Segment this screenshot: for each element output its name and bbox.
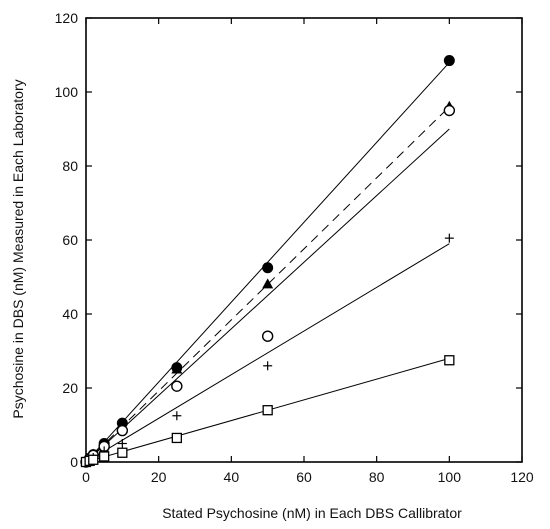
data-point-plus — [117, 439, 127, 448]
y-tick-label: 60 — [62, 232, 78, 248]
data-point-plus — [444, 233, 454, 243]
x-tick-label: 80 — [369, 469, 385, 485]
data-point-filled-circle — [262, 262, 274, 274]
axis-ticks: 0 20 40 60 80 100 120 0 20 40 60 80 100 120 — [55, 10, 534, 485]
plot-frame — [85, 17, 523, 463]
x-tick-label: 100 — [438, 469, 462, 485]
fit-line-plus — [85, 243, 450, 463]
y-tick-label: 0 — [70, 454, 78, 470]
fit-line-filled-triangle — [85, 106, 450, 463]
data-point-open-circle — [171, 380, 183, 392]
fit-line-filled-circle — [85, 62, 450, 463]
data-point-filled-circle — [443, 55, 455, 67]
data-point-open-square — [117, 447, 128, 458]
data-points — [80, 55, 456, 468]
data-point-open-square — [262, 405, 273, 416]
regression-lines — [85, 62, 450, 463]
y-tick-label: 40 — [62, 306, 78, 322]
data-point-open-circle — [261, 330, 274, 342]
data-point-open-square — [99, 451, 110, 462]
data-point-filled-triangle — [262, 278, 274, 289]
x-tick-label: 60 — [296, 469, 312, 485]
x-tick-label: 120 — [510, 469, 534, 485]
data-point-plus — [172, 411, 182, 421]
data-point-open-square — [171, 432, 182, 444]
y-axis-label: Psychosine in DBS (nM) Measured in Each … — [10, 79, 26, 418]
y-tick-label: 80 — [62, 158, 78, 174]
x-tick-label: 0 — [82, 469, 90, 485]
x-tick-label: 20 — [151, 469, 167, 485]
plot-border — [85, 17, 523, 463]
x-axis-label: Stated Psychosine (nM) in Each DBS Calli… — [162, 505, 462, 521]
data-point-open-circle — [116, 424, 129, 437]
data-point-open-square — [444, 355, 455, 366]
y-tick-label: 100 — [55, 84, 79, 100]
data-point-open-circle — [443, 104, 456, 117]
data-point-filled-triangle — [171, 363, 183, 374]
fit-line-open-circle — [85, 128, 450, 463]
y-tick-label: 120 — [55, 10, 79, 26]
x-tick-label: 40 — [224, 469, 240, 485]
y-tick-label: 20 — [62, 380, 78, 396]
data-point-plus — [263, 361, 273, 371]
data-point-open-square — [88, 454, 99, 465]
